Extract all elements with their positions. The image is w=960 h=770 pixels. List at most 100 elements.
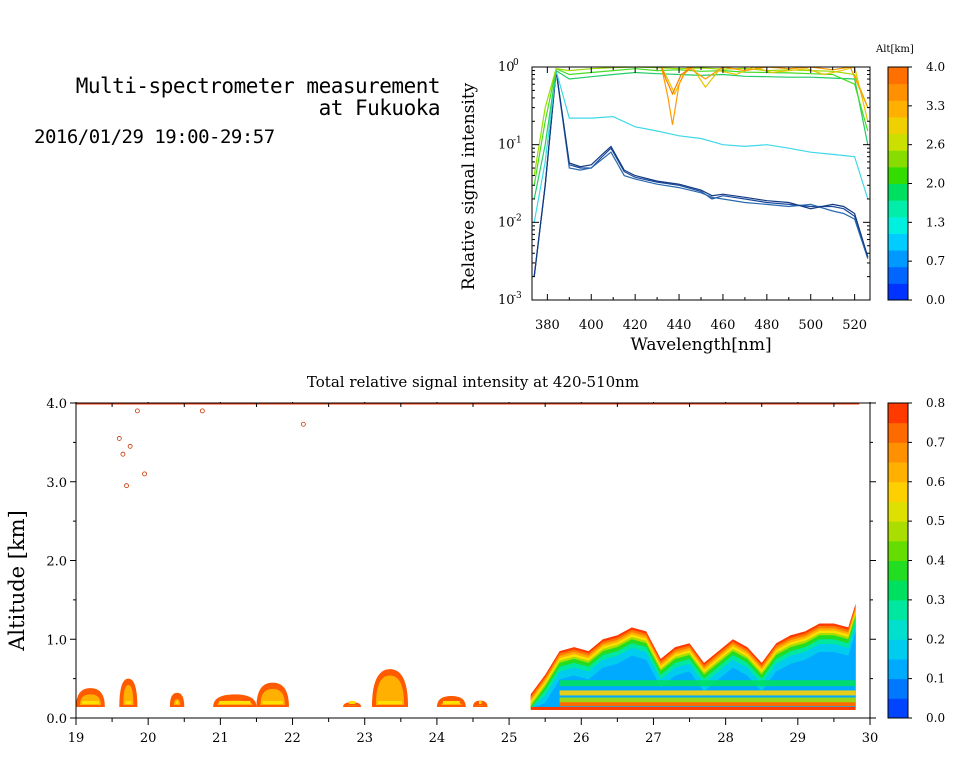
cloud-stripe: [559, 690, 856, 696]
colorbar-cell: [888, 501, 908, 522]
x-tick-label: 22: [284, 731, 301, 746]
colorbar-cell: [888, 422, 908, 443]
x-tick-label: 27: [645, 731, 662, 746]
x-tick-label: 30: [862, 731, 879, 746]
cloud-stripe: [559, 702, 856, 707]
sparse-contour: [300, 421, 306, 427]
colorbar-cell: [888, 442, 908, 463]
colorbar-cell: [888, 540, 908, 561]
x-tick-label: 520: [842, 318, 867, 333]
low-cloud-core: [479, 700, 482, 704]
colorbar-cell: [888, 639, 908, 660]
sparse-contour: [127, 443, 133, 449]
sparse-contour: [142, 471, 147, 477]
colorbar-label: 1.3: [926, 215, 945, 229]
low-cloud-core: [349, 700, 356, 704]
page-title: Multi-spectrometer measurement: [75, 74, 441, 98]
y-tick-label: 4.0: [46, 397, 67, 412]
colorbar-cell: [888, 698, 908, 719]
low-cloud-core: [262, 700, 283, 704]
y-tick-label: 3.0: [46, 476, 67, 491]
colorbar-cell: [888, 67, 908, 85]
colorbar-label: 0.6: [926, 475, 945, 489]
colorbar-cell: [888, 560, 908, 581]
colorbar-cell: [888, 233, 908, 251]
colorbar-label: 3.3: [926, 99, 945, 113]
x-tick-label: 380: [535, 318, 560, 333]
sparse-contour: [116, 436, 122, 441]
colorbar-label: 0.4: [926, 554, 945, 568]
low-cloud-core: [82, 700, 99, 704]
series-line: [533, 70, 869, 223]
x-tick-label: 26: [573, 731, 590, 746]
heat-fill: [76, 603, 856, 710]
y-tick-label: 10: [498, 215, 515, 230]
series-line: [533, 69, 869, 200]
y-tick-label: 1.0: [46, 633, 67, 648]
colorbar-cell: [888, 200, 908, 218]
y-tick-label: 2.0: [46, 555, 67, 570]
colorbar-title: Alt[km]: [875, 44, 914, 55]
x-tick-label: 400: [579, 318, 604, 333]
low-cloud-core: [219, 700, 251, 704]
colorbar-label: 2.6: [926, 138, 945, 152]
x-tick-label: 24: [429, 731, 446, 746]
heatmap-title: Total relative signal intensity at 420-5…: [307, 373, 639, 391]
x-tick-label: 500: [798, 318, 823, 333]
colorbar-cell: [888, 462, 908, 483]
y-tick-exponent: -2: [513, 213, 522, 223]
cloud-band: [530, 632, 856, 709]
series-line: [533, 67, 869, 186]
y-tick-label: 10: [498, 293, 515, 308]
low-cloud-core: [375, 675, 405, 705]
colorbar-cell: [888, 658, 908, 680]
y-tick-label: 10: [498, 138, 515, 153]
colorbar-label: 0.5: [926, 514, 945, 528]
colorbar-cell: [888, 183, 908, 201]
colorbar-cell: [888, 481, 908, 502]
colorbar-label: 2.0: [926, 177, 945, 191]
x-tick-label: 28: [717, 731, 734, 746]
colorbar-cell: [888, 116, 908, 135]
low-cloud-core: [175, 700, 179, 704]
series-line: [660, 67, 693, 96]
colorbar-cell: [888, 166, 908, 184]
colorbar-label: 0.2: [926, 632, 945, 646]
x-tick-label: 23: [356, 731, 373, 746]
cloud-stripe: [559, 680, 856, 687]
page-subtitle: at Fukuoka: [318, 96, 441, 120]
series-line: [533, 70, 869, 277]
x-tick-label: 480: [754, 318, 779, 333]
series-group: [533, 67, 869, 277]
y-tick-label: 10: [498, 60, 515, 75]
cloud-stripe: [559, 697, 856, 703]
y-axis-label: Altitude [km]: [5, 510, 29, 652]
y-axis-label: Relative signal intensity: [459, 82, 479, 290]
series-line: [660, 67, 869, 125]
colorbar-cell: [888, 678, 908, 699]
colorbar-label: 0.0: [926, 293, 945, 307]
colorbar-cell: [888, 100, 908, 118]
colorbar-cell: [888, 580, 908, 601]
colorbar-label: 0.8: [926, 396, 945, 410]
colorbar-label: 0.1: [926, 672, 945, 686]
colorbar-cell: [888, 521, 908, 542]
cloud-base: [530, 706, 856, 710]
colorbar-label: 0.7: [926, 254, 945, 268]
low-cloud-core: [123, 684, 134, 705]
x-tick-label: 460: [711, 318, 736, 333]
low-cloud-patch: [213, 694, 257, 707]
x-tick-label: 440: [667, 318, 692, 333]
y-tick-label: 0.0: [46, 712, 67, 727]
colorbar-cell: [888, 83, 908, 101]
x-tick-label: 25: [501, 731, 518, 746]
sparse-contour: [124, 483, 129, 489]
low-cloud-core: [442, 700, 460, 704]
low-cloud-core: [377, 700, 403, 704]
colorbar-label: 0.0: [926, 711, 945, 725]
x-tick-label: 420: [623, 318, 648, 333]
colorbar-cell: [888, 283, 908, 301]
colorbar-cell: [888, 150, 908, 168]
y-tick-exponent: -1: [513, 136, 522, 146]
